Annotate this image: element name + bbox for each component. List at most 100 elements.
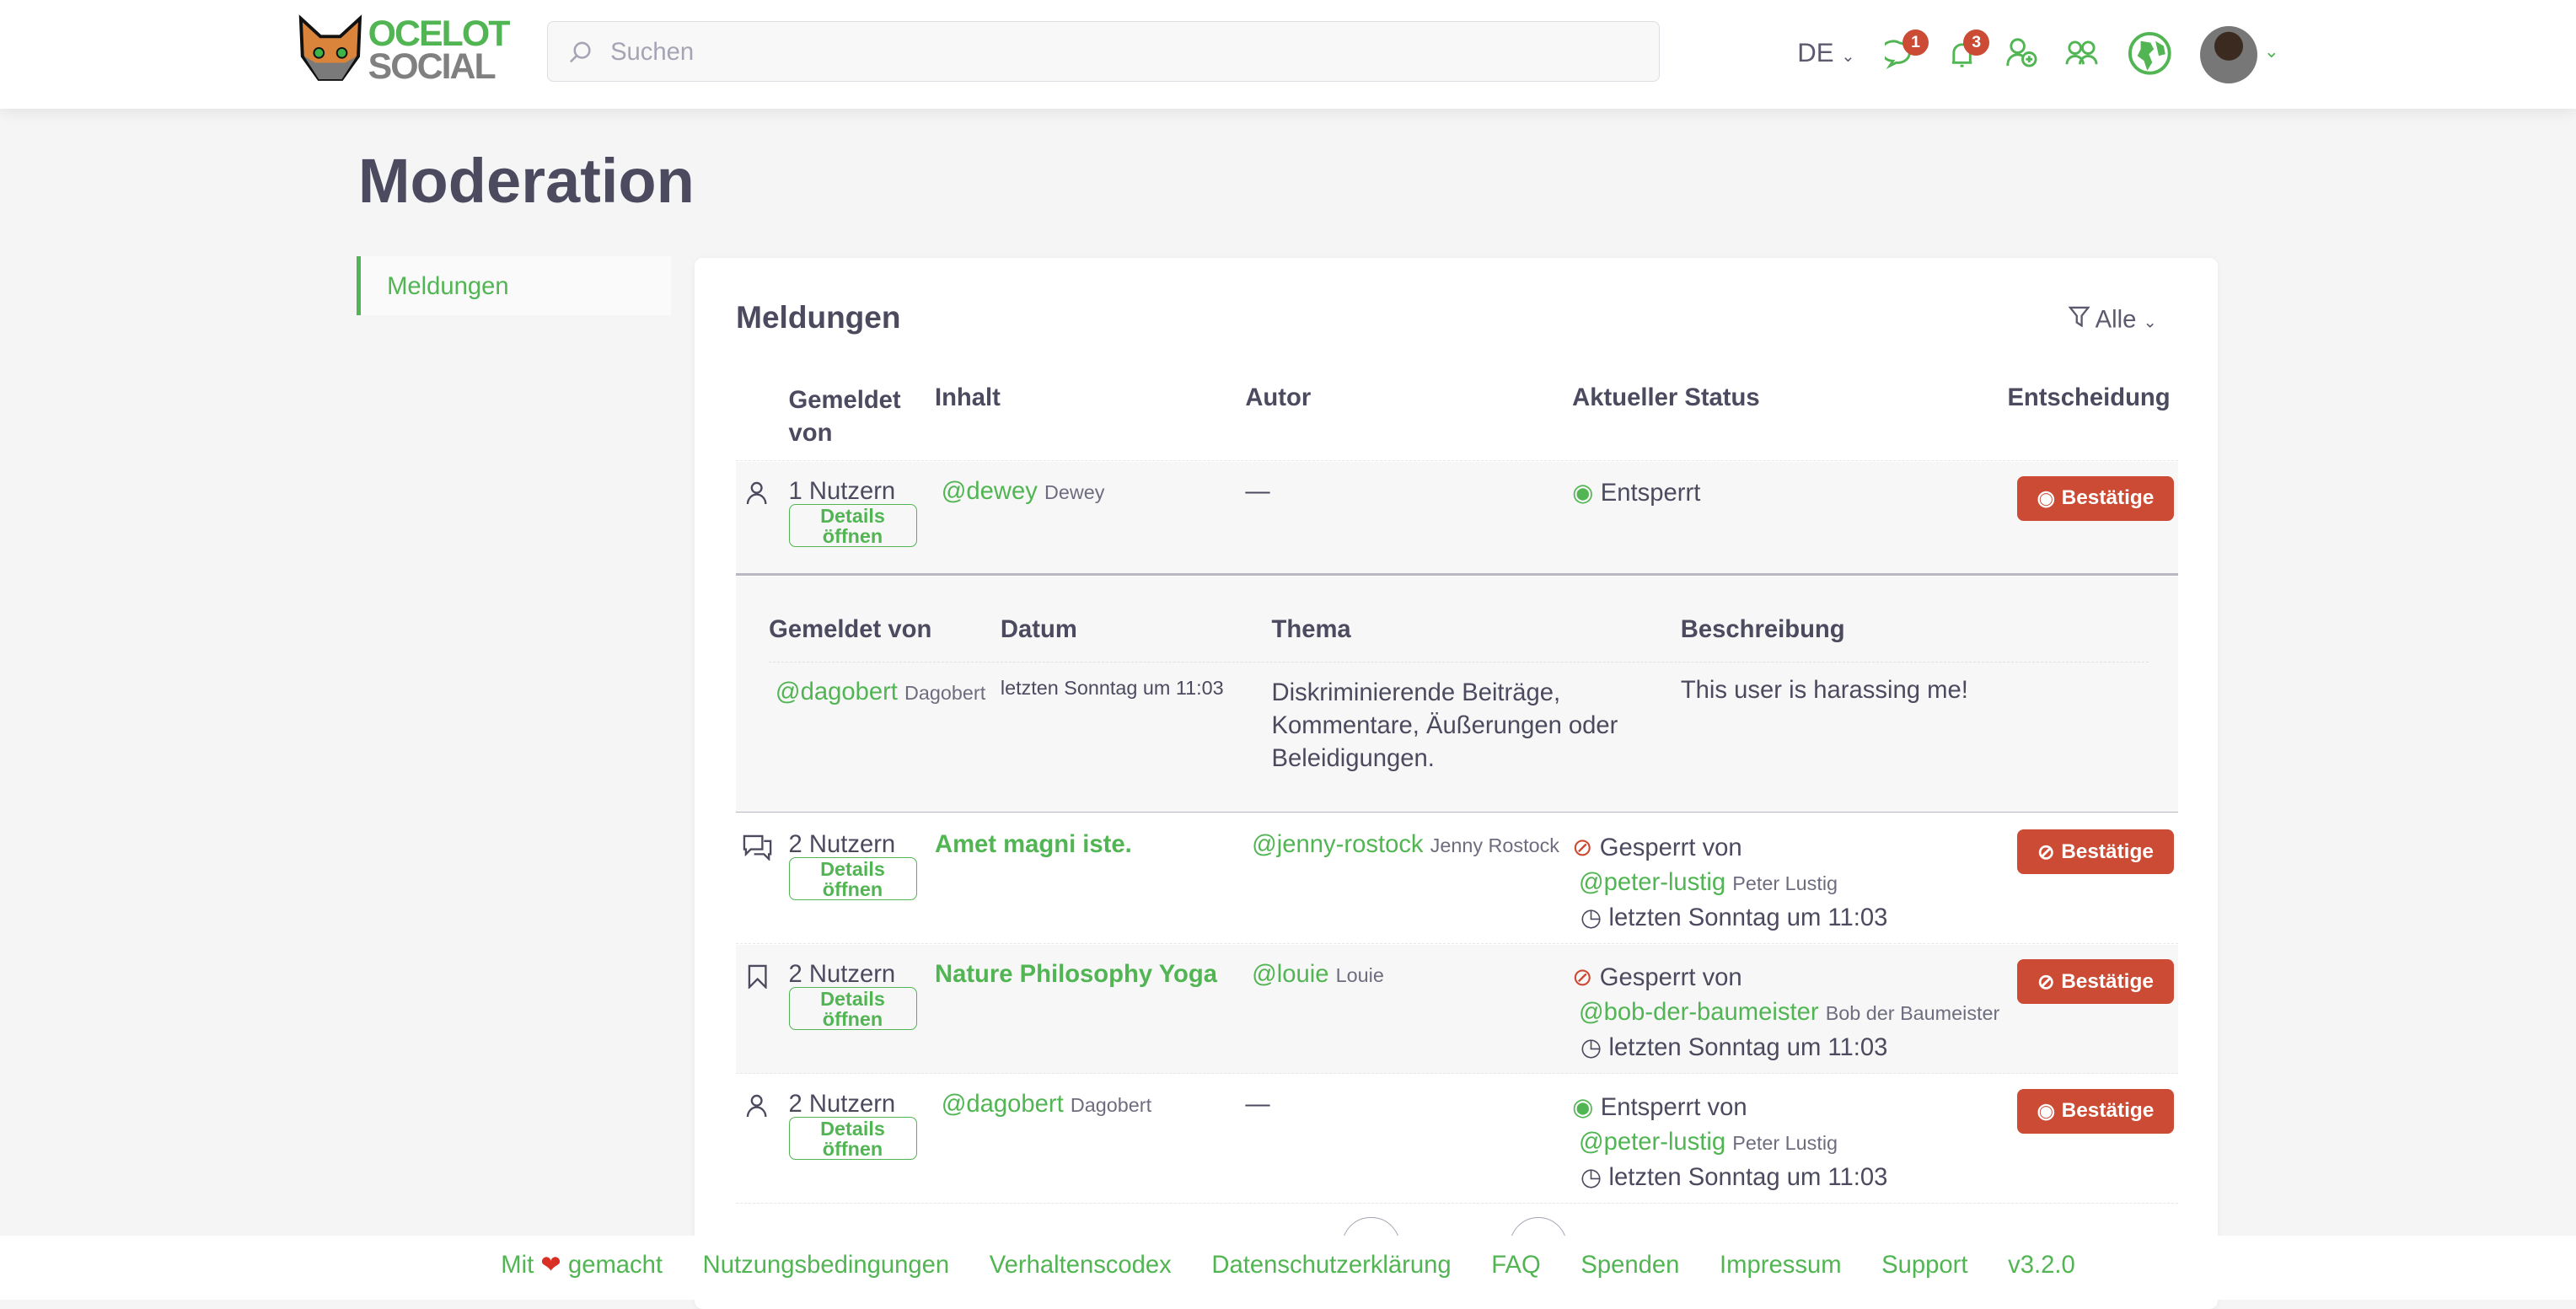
footer-link-donate[interactable]: Spenden — [1580, 1252, 1680, 1279]
report-details: Gemeldet von Datum Thema Beschreibung @d… — [736, 577, 2179, 813]
eye-slash-icon: ⊘ — [1572, 964, 1593, 992]
status-time: letzten Sonntag um 11:03 — [1608, 1034, 1888, 1061]
language-switch[interactable]: DE ⌄ — [1797, 38, 1854, 68]
filter-label: Alle — [2095, 305, 2137, 333]
details-open-button[interactable]: Details öffnen — [788, 1117, 917, 1160]
confirm-button[interactable]: ⊘ Bestätige — [2017, 959, 2174, 1004]
groups-icon[interactable] — [2065, 40, 2098, 66]
author-name: Louie — [1335, 964, 1384, 987]
moderator-link[interactable]: @peter-lustig — [1578, 869, 1726, 897]
column-header-status: Aktueller Status — [1572, 384, 1760, 412]
details-header-date: Datum — [1000, 615, 1077, 643]
table-row: 1 Nutzern Details öffnen @dewey Dewey — … — [736, 461, 2179, 577]
eye-slash-icon: ⊘ — [2037, 840, 2055, 864]
chat-badge: 1 — [1902, 30, 1929, 56]
author-name: Jenny Rostock — [1430, 834, 1559, 857]
chat-button[interactable]: 1 — [1880, 30, 1929, 76]
moderator-link[interactable]: @bob-der-baumeister — [1578, 999, 1819, 1027]
column-header-reporters: Gemeldet von — [788, 387, 901, 448]
sidebar-item-label: Meldungen — [387, 272, 509, 300]
footer-link-terms[interactable]: Nutzungsbedingungen — [702, 1252, 950, 1279]
clock-icon: ◷ — [1580, 1163, 1602, 1191]
details-open-button[interactable]: Details öffnen — [788, 857, 917, 901]
eye-slash-icon: ⊘ — [1572, 834, 1593, 862]
filter-icon — [2068, 306, 2090, 328]
globe-icon[interactable] — [2128, 31, 2172, 76]
status-time: letzten Sonntag um 11:03 — [1608, 1163, 1888, 1191]
comment-icon — [743, 834, 772, 861]
reporter-count: 2 Nutzern — [788, 961, 896, 989]
author-link[interactable]: @jenny-rostock — [1252, 831, 1424, 859]
footer-version[interactable]: v3.2.0 — [2008, 1252, 2075, 1279]
column-header-content: Inhalt — [934, 384, 1001, 412]
user-icon — [746, 1094, 767, 1118]
footer-link-support[interactable]: Support — [1881, 1252, 1968, 1279]
reporter-count: 1 Nutzern — [788, 478, 896, 506]
reporter-count: 2 Nutzern — [788, 1091, 896, 1119]
confirm-label: Bestätige — [2061, 486, 2155, 510]
confirm-label: Bestätige — [2061, 840, 2154, 863]
reporter-name: Dagobert — [904, 681, 986, 704]
status-text: Gesperrt von — [1599, 834, 1742, 862]
reporter-count: 2 Nutzern — [788, 831, 896, 859]
confirm-label: Bestätige — [2061, 969, 2154, 993]
confirm-button[interactable]: ◉ Bestätige — [2017, 1089, 2174, 1134]
notifications-button[interactable]: 3 — [1949, 30, 1990, 76]
heart-icon: ❤ — [540, 1252, 561, 1279]
status-text: Gesperrt von — [1599, 964, 1742, 992]
table-row: 2 Nutzern Details öffnen Amet magni iste… — [736, 814, 2179, 944]
table-row: 2 Nutzern Details öffnen @dagobert Dagob… — [736, 1074, 2179, 1204]
footer-made-with-love: Mit ❤ gemacht — [501, 1250, 663, 1279]
footer-link-faq[interactable]: FAQ — [1491, 1252, 1541, 1279]
content-user-link[interactable]: @dagobert — [941, 1091, 1064, 1119]
column-header-decision: Entscheidung — [2007, 384, 2171, 412]
footer-text: gemacht — [567, 1252, 663, 1279]
language-label: DE — [1797, 37, 1834, 67]
footer-link-code-of-conduct[interactable]: Verhaltenscodex — [989, 1252, 1172, 1279]
search-placeholder: Suchen — [610, 38, 695, 66]
content-link[interactable]: Nature Philosophy Yoga — [934, 961, 1217, 989]
content-user-link[interactable]: @dewey — [941, 478, 1038, 506]
author: — — [1245, 1091, 1270, 1119]
table-header: Gemeldet von Inhalt Autor Aktueller Stat… — [736, 378, 2179, 461]
avatar[interactable] — [2199, 26, 2257, 84]
column-header-author: Autor — [1245, 384, 1312, 412]
author: — — [1245, 478, 1270, 506]
invite-user-icon[interactable] — [2006, 36, 2039, 69]
content-link[interactable]: Amet magni iste. — [934, 831, 1132, 859]
footer-link-imprint[interactable]: Impressum — [1720, 1252, 1842, 1279]
sidebar-item-meldungen[interactable]: Meldungen — [356, 256, 672, 316]
page-title: Moderation — [357, 145, 695, 216]
confirm-label: Bestätige — [2061, 1099, 2155, 1123]
author-link[interactable]: @louie — [1252, 961, 1329, 989]
search-icon — [570, 41, 591, 62]
details-open-button[interactable]: Details öffnen — [788, 987, 917, 1031]
status-text: Entsperrt — [1600, 480, 1701, 507]
eye-icon: ◉ — [1572, 1094, 1594, 1122]
content-user-name: Dagobert — [1070, 1094, 1152, 1117]
confirm-button[interactable]: ◉ Bestätige — [2017, 476, 2174, 521]
moderator-name: Peter Lustig — [1732, 1132, 1838, 1155]
avatar-chevron-down-icon[interactable]: ⌄ — [2263, 40, 2279, 62]
details-header-description: Beschreibung — [1680, 615, 1845, 643]
bookmark-icon — [748, 964, 767, 990]
eye-slash-icon: ⊘ — [2037, 970, 2055, 994]
footer: Mit ❤ gemacht Nutzungsbedingungen Verhal… — [0, 1235, 2576, 1300]
reporter-link[interactable]: @dagobert — [775, 678, 898, 705]
clock-icon: ◷ — [1580, 904, 1602, 932]
moderator-link[interactable]: @peter-lustig — [1578, 1129, 1726, 1156]
logo-text-top: OCELOT — [368, 13, 511, 54]
search-input[interactable]: Suchen — [547, 21, 1660, 83]
footer-link-privacy[interactable]: Datenschutzerklärung — [1211, 1252, 1452, 1279]
eye-icon: ◉ — [1572, 480, 1594, 507]
report-topic: Diskriminierende Beiträge, Kommentare, Ä… — [1271, 679, 1618, 772]
logo[interactable]: OCELOT SOCIAL — [296, 13, 510, 93]
details-header-topic: Thema — [1271, 615, 1351, 643]
user-icon — [746, 481, 767, 505]
chevron-down-icon: ⌄ — [2143, 312, 2157, 331]
ocelot-logo-icon — [298, 13, 362, 81]
details-open-button[interactable]: Details öffnen — [788, 504, 917, 547]
moderator-name: Bob der Baumeister — [1825, 1002, 2000, 1025]
confirm-button[interactable]: ⊘ Bestätige — [2017, 829, 2174, 874]
filter-dropdown[interactable]: Alle ⌄ — [2068, 305, 2157, 334]
